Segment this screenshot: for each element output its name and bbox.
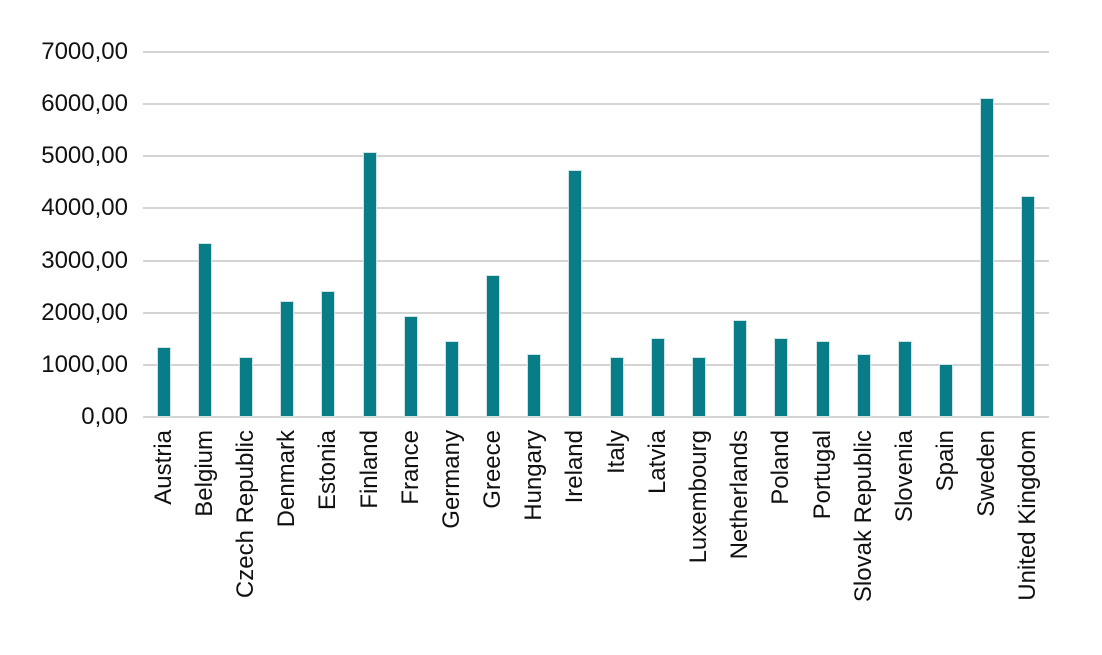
x-tick-label: Netherlands	[726, 430, 754, 560]
y-tick-label: 4000,00	[41, 194, 128, 222]
bar-ireland	[568, 170, 583, 417]
gridline	[143, 103, 1049, 106]
bar-finland	[362, 152, 377, 417]
plot-area	[143, 51, 1049, 418]
x-tick-label: Italy	[602, 430, 630, 475]
x-tick-label: Ireland	[561, 430, 589, 504]
y-tick-label: 1000,00	[41, 350, 128, 378]
bar-germany	[444, 341, 459, 417]
bar-slovak-republic	[856, 353, 871, 417]
x-tick-label: United Kingdom	[1014, 430, 1042, 601]
x-tick-label: Portugal	[808, 430, 836, 520]
x-tick-label: Luxembourg	[684, 430, 712, 564]
x-tick-label: Slovak Republic	[849, 430, 877, 603]
x-tick-label: Estonia	[314, 430, 342, 511]
x-tick-label: Belgium	[190, 430, 218, 517]
bar-spain	[939, 363, 954, 417]
y-tick-label: 6000,00	[41, 90, 128, 118]
bar-czech-republic	[238, 356, 253, 417]
y-tick-label: 0,00	[81, 403, 128, 430]
bar-estonia	[321, 291, 336, 417]
bar-belgium	[197, 243, 212, 417]
gridline	[143, 363, 1049, 366]
gridline	[143, 155, 1049, 158]
x-tick-label: Finland	[355, 430, 383, 509]
x-tick-label: Denmark	[273, 430, 301, 528]
x-tick-label: Sweden	[973, 430, 1001, 517]
gridline	[143, 207, 1049, 210]
x-tick-label: Latvia	[643, 430, 671, 495]
x-tick-label: Greece	[479, 430, 507, 509]
bar-poland	[774, 338, 789, 417]
bar-italy	[609, 357, 624, 417]
bar-sweden	[980, 98, 995, 417]
x-tick-label: Germany	[437, 430, 465, 529]
bar-luxembourg	[691, 356, 706, 417]
gridline	[143, 416, 1049, 418]
gridline	[143, 311, 1049, 314]
gridline	[143, 51, 1049, 53]
y-tick-label: 5000,00	[41, 142, 128, 170]
x-tick-label: Czech Republic	[231, 430, 259, 599]
x-tick-label: Austria	[149, 430, 177, 505]
gridline	[143, 259, 1049, 262]
x-tick-label: France	[396, 430, 424, 505]
bar-greece	[486, 275, 501, 417]
bar-united-kingdom	[1021, 195, 1036, 417]
bar-france	[403, 316, 418, 417]
x-tick-label: Spain	[932, 430, 960, 492]
bar-slovenia	[897, 340, 912, 417]
y-tick-label: 3000,00	[41, 246, 128, 274]
bar-hungary	[527, 353, 542, 417]
bar-latvia	[650, 338, 665, 417]
bar-austria	[156, 347, 171, 417]
bar-netherlands	[733, 320, 748, 417]
y-tick-label: 2000,00	[41, 298, 128, 326]
x-tick-label: Slovenia	[890, 430, 918, 523]
bar-portugal	[815, 340, 830, 417]
x-tick-label: Hungary	[520, 430, 548, 521]
y-tick-label: 7000,00	[41, 38, 128, 65]
bar-denmark	[280, 300, 295, 417]
x-tick-label: Poland	[767, 430, 795, 505]
